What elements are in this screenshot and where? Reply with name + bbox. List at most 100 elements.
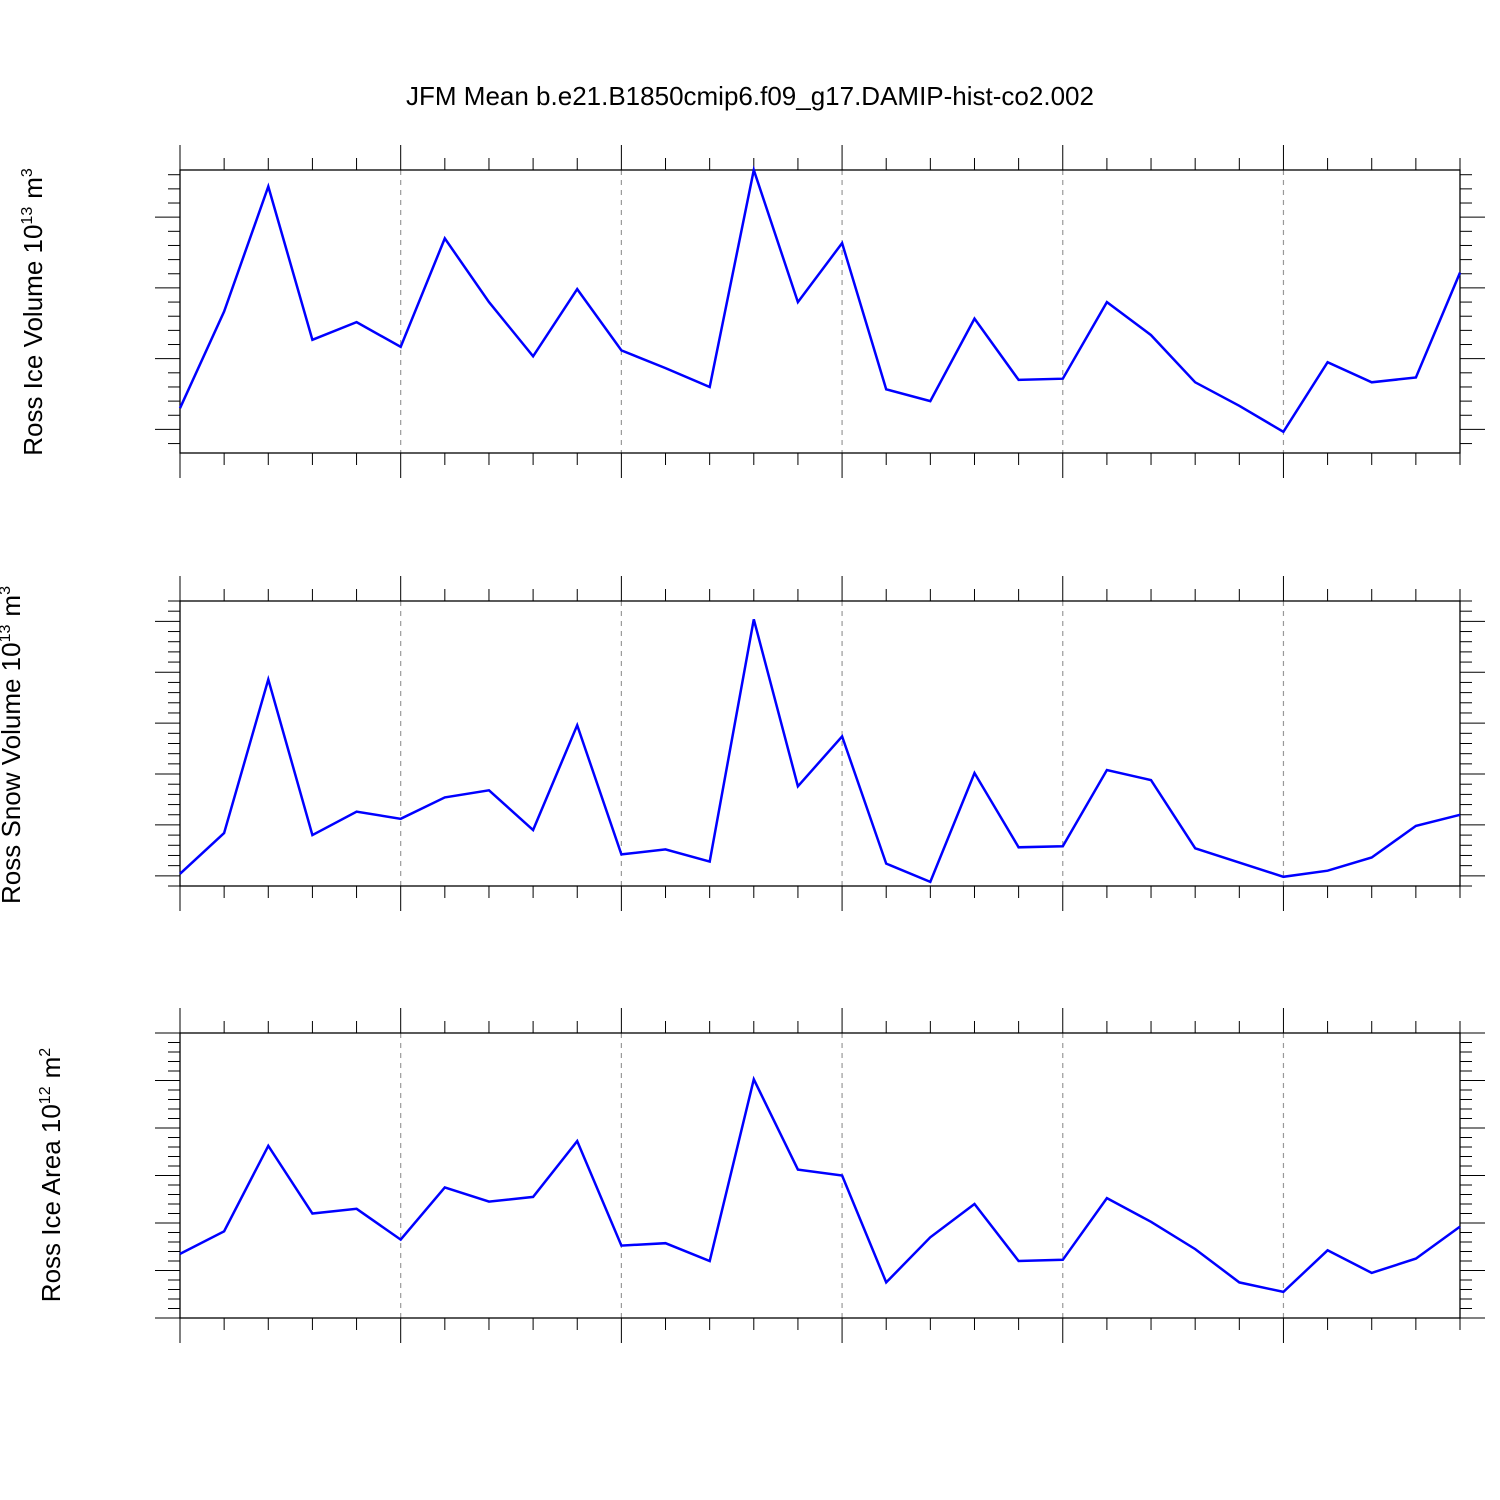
data-point	[619, 852, 623, 856]
y-axis-label-unit: m	[0, 595, 26, 617]
series-line	[178, 165, 1462, 434]
data-point	[752, 617, 756, 621]
data-point	[178, 406, 182, 410]
data-point	[972, 317, 976, 321]
data-point	[1237, 404, 1241, 408]
series-line	[179, 1075, 1461, 1294]
y-axis-label-main: Ross Ice Area 10	[36, 1104, 66, 1302]
data-point	[399, 817, 403, 821]
y-axis-label-unit-exp: 3	[19, 168, 36, 177]
data-point	[1061, 377, 1065, 381]
data-point	[531, 1195, 535, 1199]
chart-panel-1: Ross Ice Volume 1013 m3	[18, 145, 1485, 478]
data-point	[310, 833, 314, 837]
data-point	[178, 1252, 182, 1256]
y-axis-label: Ross Ice Volume 1013 m3	[18, 168, 48, 456]
data-point	[531, 828, 535, 832]
data-point	[1061, 844, 1065, 848]
data-point	[1326, 1248, 1330, 1252]
data-point	[1458, 813, 1462, 817]
plot-frame	[179, 1032, 1461, 1319]
data-point	[1414, 376, 1418, 380]
data-point	[708, 385, 712, 389]
data-point	[1193, 846, 1197, 850]
data-point	[1017, 1259, 1021, 1263]
data-point	[752, 168, 756, 172]
data-point	[708, 1259, 712, 1263]
data-point	[1281, 1290, 1285, 1294]
y-axis-label-exp: 13	[19, 207, 36, 225]
data-point	[1061, 1258, 1065, 1262]
data-point	[443, 795, 447, 799]
data-point	[796, 784, 800, 788]
data-point	[575, 723, 579, 727]
data-point	[1370, 1271, 1374, 1275]
data-point	[355, 810, 359, 814]
chart-panel-2: Ross Snow Volume 1013 m3	[0, 576, 1485, 911]
data-point	[1414, 824, 1418, 828]
data-point	[443, 1185, 447, 1189]
data-point	[1105, 300, 1109, 304]
data-point	[222, 1229, 226, 1233]
plot-frame	[179, 169, 1461, 454]
data-point	[1370, 380, 1374, 384]
data-point	[928, 1235, 932, 1239]
data-point	[1017, 845, 1021, 849]
data-point	[972, 771, 976, 775]
data-point	[443, 236, 447, 240]
data-point	[355, 320, 359, 324]
data-point	[1237, 861, 1241, 865]
data-point	[266, 1144, 270, 1148]
data-point	[1414, 1257, 1418, 1261]
data-point	[355, 1207, 359, 1211]
data-point	[840, 241, 844, 245]
data-point	[928, 399, 932, 403]
data-point	[884, 1280, 888, 1284]
data-point	[310, 338, 314, 342]
data-point	[619, 348, 623, 352]
data-point	[840, 734, 844, 738]
data-point	[1149, 778, 1153, 782]
data-point	[266, 677, 270, 681]
data-point	[575, 1139, 579, 1143]
figure-title: JFM Mean b.e21.B1850cmip6.f09_g17.DAMIP-…	[406, 81, 1094, 111]
data-point	[1193, 380, 1197, 384]
data-point	[1326, 869, 1330, 873]
y-axis-label-unit-exp: 2	[37, 1048, 54, 1057]
data-point	[1193, 1247, 1197, 1251]
data-point	[928, 880, 932, 884]
y-axis-label-main: Ross Snow Volume 10	[0, 642, 26, 904]
y-axis-label-exp: 12	[37, 1086, 54, 1104]
series-line	[179, 618, 1461, 884]
y-axis-label-exp: 13	[0, 624, 14, 642]
data-point	[310, 1212, 314, 1216]
data-point	[487, 1200, 491, 1204]
data-point	[796, 1168, 800, 1172]
data-point	[1458, 1225, 1462, 1229]
data-point	[178, 872, 182, 876]
data-point	[664, 366, 668, 370]
data-point	[266, 185, 270, 189]
data-point	[619, 1244, 623, 1248]
data-point	[222, 831, 226, 835]
chart-panel-3: Ross Ice Area 1012 m2	[36, 1008, 1485, 1343]
data-point	[1105, 768, 1109, 772]
y-axis-label-unit: m	[18, 177, 48, 199]
data-point	[487, 788, 491, 792]
data-point	[884, 862, 888, 866]
data-point	[1281, 875, 1285, 879]
data-point	[1149, 1220, 1153, 1224]
data-point	[840, 1174, 844, 1178]
data-point	[1105, 1196, 1109, 1200]
data-point	[796, 300, 800, 304]
data-point	[575, 287, 579, 291]
data-point	[1326, 360, 1330, 364]
data-point	[399, 345, 403, 349]
data-point	[531, 354, 535, 358]
y-axis-label-unit-exp: 3	[0, 586, 14, 595]
data-point	[1237, 1280, 1241, 1284]
data-point	[708, 860, 712, 864]
data-point	[752, 1077, 756, 1081]
